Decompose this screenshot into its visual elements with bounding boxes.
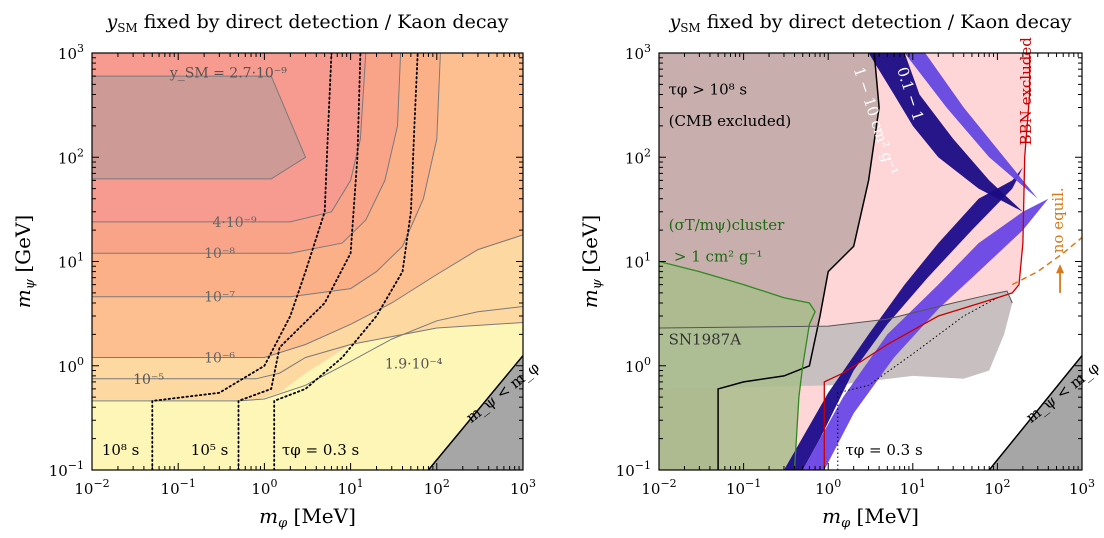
contour-line-1 xyxy=(92,53,367,223)
boundary-forbidden-edge xyxy=(988,355,1082,470)
y-tick-label-0: 10−1 xyxy=(49,459,84,480)
boundary-no-equil xyxy=(1011,236,1082,286)
contour-line-6 xyxy=(92,306,523,402)
no-equil-arrow-head xyxy=(1056,264,1065,274)
x-tick-label-2: 100 xyxy=(815,477,841,498)
lifetime-label-0: 10⁸ s xyxy=(102,441,140,459)
boundary-forbidden-edge xyxy=(427,355,523,470)
contour-line-0 xyxy=(92,75,307,180)
x-tick-label-2: 100 xyxy=(251,477,277,498)
boundary-bbn-edge xyxy=(823,53,1031,470)
x-tick-label-4: 102 xyxy=(984,477,1010,498)
contour-label-3: 10⁻⁷ xyxy=(204,290,235,306)
boundary-cluster-edge xyxy=(659,260,816,470)
boundary-cmb-edge xyxy=(717,53,880,470)
plot-area xyxy=(659,53,1082,470)
lifetime-line-0.3s xyxy=(837,297,998,470)
contour-label-5: 10⁻⁵ xyxy=(133,372,164,388)
x-tick-label-3: 101 xyxy=(900,477,926,498)
y-tick-label-4: 103 xyxy=(58,42,84,63)
y-tick-label-2: 101 xyxy=(58,251,84,272)
contour-line-2 xyxy=(92,53,402,254)
annotation-1: (CMB excluded) xyxy=(669,112,792,130)
contour-line-5 xyxy=(92,322,523,380)
y-tick-label-2: 101 xyxy=(625,251,651,272)
lifetime-label-1: 10⁵ s xyxy=(191,441,229,459)
annotation-5: (σT/mψ)cluster xyxy=(669,216,785,234)
x-tick-label-1: 10−1 xyxy=(161,477,196,498)
x-tick-label-1: 10−1 xyxy=(726,477,761,498)
panel-left: y_SM = 2.7·10⁻⁹ 4·10⁻⁹ 10⁻⁸ 10⁻⁷ 10⁻⁶ 10⁻⁵ 1.9… xyxy=(11,11,543,531)
contour-label-2: 10⁻⁸ xyxy=(204,246,235,262)
y-tick-label-3: 102 xyxy=(58,146,84,167)
y-axis-label: mψ [GeV] xyxy=(578,215,605,308)
annotation-4: BBN excluded xyxy=(1017,37,1035,146)
region-cluster xyxy=(659,261,816,470)
x-tick-label-0: 10−2 xyxy=(74,477,109,498)
y-tick-label-1: 100 xyxy=(58,355,84,376)
x-axis-label: mφ [MeV] xyxy=(259,504,356,531)
x-tick-label-0: 10−2 xyxy=(641,477,676,498)
plot-area xyxy=(92,53,523,470)
region-sidm-fan-dark xyxy=(868,53,1023,212)
x-axis-label: mφ [MeV] xyxy=(822,504,919,531)
ticks xyxy=(658,53,1082,471)
chart-title: ySM fixed by direct detection / Kaon dec… xyxy=(105,11,508,35)
contour-label-6: 1.9·10⁻⁴ xyxy=(385,357,443,373)
y-tick-label-4: 103 xyxy=(625,42,651,63)
y-axis-label: mψ [GeV] xyxy=(11,215,38,308)
lifetime-line-2 xyxy=(273,53,419,470)
y-tick-label-0: 10−1 xyxy=(616,459,651,480)
boundary-sn-edge xyxy=(659,290,1013,329)
y-tick-label-1: 100 xyxy=(625,355,651,376)
panel-right: τφ > 10⁸ s(CMB excluded) 1 − 10 cm² g⁻¹0.… xyxy=(578,11,1103,531)
contour-line-4 xyxy=(92,234,523,358)
ticks xyxy=(91,53,523,471)
lifetime-line-1 xyxy=(237,53,362,470)
annotation-6: > 1 cm² g⁻¹ xyxy=(674,248,763,266)
lifetime-label-2: τφ = 0.3 s xyxy=(282,441,359,459)
annotation-0: τφ > 10⁸ s xyxy=(669,80,747,98)
annotation-7: SN1987A xyxy=(669,330,742,348)
annotation-8: no equil. xyxy=(1049,187,1067,253)
x-tick-label-3: 101 xyxy=(338,477,364,498)
x-tick-label-5: 103 xyxy=(1069,477,1095,498)
annotation-9: τφ = 0.3 s xyxy=(845,441,922,459)
contour-label-0: y_SM = 2.7·10⁻⁹ xyxy=(169,66,287,82)
region-sidm-fan-light xyxy=(904,53,1038,199)
y-tick-label-3: 102 xyxy=(625,146,651,167)
lifetime-line-0 xyxy=(151,53,333,470)
contour-label-4: 10⁻⁶ xyxy=(204,350,235,366)
chart-title: ySM fixed by direct detection / Kaon dec… xyxy=(668,11,1071,35)
x-tick-label-4: 102 xyxy=(424,477,450,498)
contour-line-3 xyxy=(92,53,441,298)
x-tick-label-5: 103 xyxy=(510,477,536,498)
contour-label-1: 4·10⁻⁹ xyxy=(213,215,258,231)
contour-band-6 xyxy=(92,76,306,179)
